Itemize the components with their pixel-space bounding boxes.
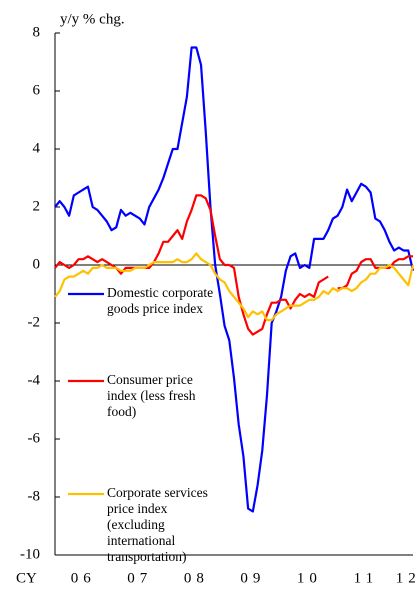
y-tick-label: 6 xyxy=(33,82,41,98)
series-line xyxy=(54,194,413,336)
y-tick-label: 0 xyxy=(33,256,41,272)
y-tick-label: -2 xyxy=(28,314,41,330)
x-tick-label: 09 xyxy=(240,570,265,586)
legend-label: Consumer price index (less fresh food) xyxy=(107,372,196,419)
x-tick-label: 12 xyxy=(396,570,415,586)
y-tick-label: -8 xyxy=(28,488,41,504)
legend-label: Corporate services price index (excludin… xyxy=(107,485,208,564)
y-tick-label: 2 xyxy=(33,198,41,214)
y-tick-label: 4 xyxy=(33,140,41,156)
x-tick-label: 06 xyxy=(71,570,96,586)
x-tick-label: 10 xyxy=(297,570,322,586)
x-tick-label: 11 xyxy=(354,570,378,586)
y-tick-label: -4 xyxy=(28,372,41,388)
legend-label: Domestic corporate goods price index xyxy=(107,285,214,316)
y-tick-label: 8 xyxy=(33,24,41,40)
y-axis-title: y/y % chg. xyxy=(60,11,125,27)
x-tick-label: 08 xyxy=(184,570,209,586)
x-axis-title: CY xyxy=(16,570,37,586)
series-line xyxy=(54,252,415,322)
y-tick-label: -6 xyxy=(28,430,41,446)
y-tick-label: -10 xyxy=(20,546,40,562)
x-tick-label: 07 xyxy=(127,570,152,586)
series-line xyxy=(54,46,415,513)
